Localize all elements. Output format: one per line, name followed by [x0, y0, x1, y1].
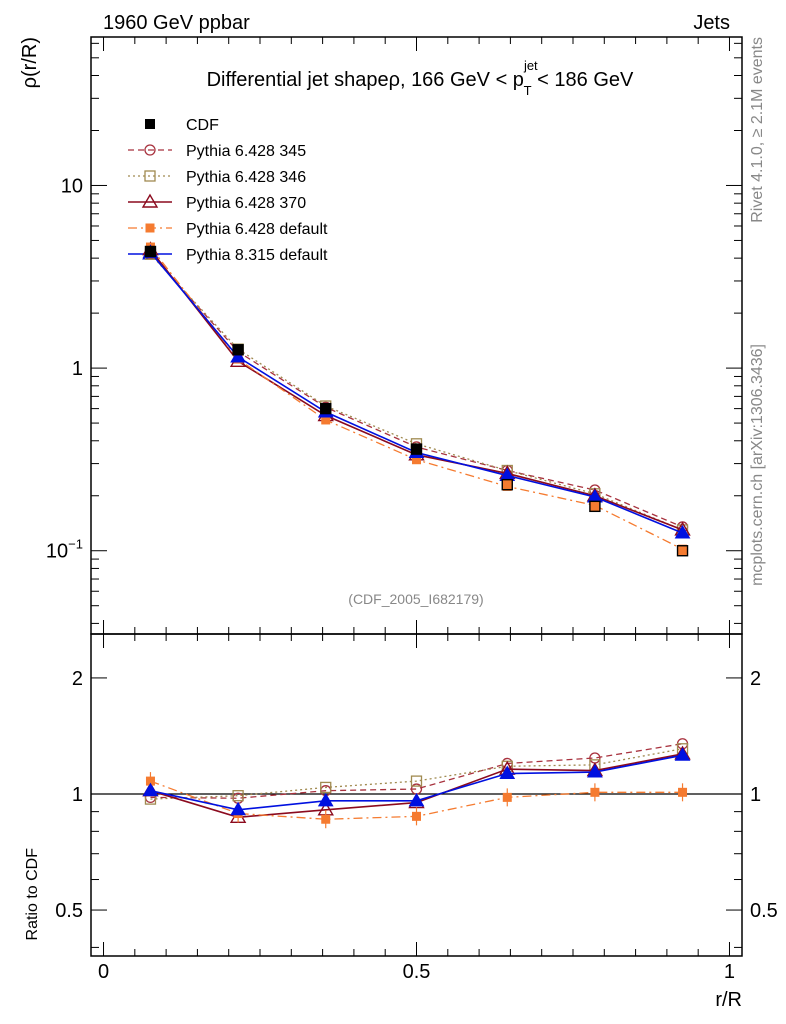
legend-entry-cdf: CDF [145, 117, 219, 134]
x-axis-title: r/R [715, 989, 742, 1011]
legend-marker-pdefault [145, 223, 155, 233]
x-tick-label: 1 [724, 961, 735, 983]
main-series-p346 [144, 248, 689, 536]
main-point-cdf [589, 500, 601, 513]
main-point-cdf [676, 545, 689, 557]
x-tick-label: 0 [98, 961, 109, 983]
ratio-point-p8 [408, 792, 425, 807]
main-y-tick-label: 1 [72, 358, 83, 380]
legend-entry-p370: Pythia 6.428 370 [128, 193, 306, 212]
ratio-y-axis-title: Ratio to CDF [24, 848, 41, 941]
legend-entry-p345: Pythia 6.428 345 [128, 143, 306, 160]
legend-label: Pythia 6.428 default [186, 221, 328, 238]
ratio-point-p346 [232, 790, 244, 802]
ratio-point-p8 [230, 801, 246, 816]
main-line-p370 [149, 249, 683, 531]
ratio-point-pdefault [321, 814, 331, 824]
header-left-label: 1960 GeV ppbar [103, 12, 250, 34]
legend-marker-p345 [144, 144, 156, 156]
main-y-axis-title: ρ(r/R) [19, 37, 41, 88]
legend-entry-pdefault: Pythia 6.428 default [128, 221, 328, 238]
main-point-cdf [410, 443, 423, 455]
chart-title: Differential jet shapeρ, 166 GeV < pjet T… [207, 58, 634, 98]
main-line-p8 [149, 251, 683, 534]
main-point-cdf [144, 245, 157, 258]
ratio-y-tick-label-right: 2 [750, 668, 761, 690]
x-tick-label: 0.5 [403, 961, 431, 983]
legend-label: Pythia 6.428 370 [186, 195, 306, 212]
main-point-cdf [232, 344, 244, 356]
main-series-pdefault [145, 242, 688, 554]
main-line-p345 [149, 252, 683, 528]
ratio-y-tick-label-right: 1 [750, 784, 761, 806]
ratio-plot-panel: 2 2 1 1 0.5 0.5 0 0.5 1 [55, 633, 778, 983]
main-line-pdefault [149, 246, 683, 550]
ratio-point-p8 [142, 782, 159, 797]
ratio-series-p8 [142, 747, 691, 816]
ratio-point-p346 [410, 775, 423, 787]
main-series-p8 [142, 244, 691, 539]
legend-marker-p346 [144, 170, 156, 182]
legend-label: Pythia 6.428 345 [186, 143, 306, 160]
legend-marker-cdf [145, 119, 155, 129]
ratio-point-pdefault [502, 792, 512, 802]
legend-entry-p346: Pythia 6.428 346 [128, 169, 306, 186]
ratio-point-pdefault [590, 787, 600, 797]
main-series-p345 [144, 247, 689, 533]
ratio-point-p8 [317, 792, 334, 807]
analysis-watermark: (CDF_2005_I682179) [348, 591, 483, 607]
legend-label: Pythia 8.315 default [186, 247, 328, 264]
rivet-version-label: Rivet 4.1.0, ≥ 2.1M events [749, 37, 766, 223]
legend-label: CDF [186, 117, 219, 134]
main-point-p8 [674, 525, 691, 539]
legend-label: Pythia 6.428 346 [186, 169, 306, 186]
ratio-y-tick-label-left: 0.5 [55, 900, 83, 922]
header-right-label: Jets [693, 12, 730, 34]
ratio-y-tick-label-right: 0.5 [750, 900, 778, 922]
main-y-tick-label: 10 [61, 175, 83, 197]
ratio-line-p346 [150, 748, 683, 800]
main-y-tick-label: 10−1 [46, 537, 83, 563]
main-point-cdf [501, 478, 513, 491]
ratio-series-pdefault [145, 772, 688, 829]
main-line-p346 [149, 253, 683, 531]
main-point-p8 [230, 349, 246, 363]
ratio-y-tick-label-left: 1 [72, 784, 83, 806]
main-series-cdf [144, 245, 689, 557]
ratio-point-p8 [499, 765, 516, 780]
ratio-point-pdefault [412, 811, 421, 821]
ratio-point-p346 [320, 781, 332, 794]
main-series-p370 [142, 241, 691, 536]
legend-marker-p370 [141, 193, 159, 208]
ratio-point-p8 [674, 747, 691, 761]
ratio-point-p8 [587, 764, 603, 778]
ratio-y-tick-label-left: 2 [72, 668, 83, 690]
ratio-point-pdefault [678, 787, 688, 797]
main-point-cdf [320, 402, 332, 415]
legend: CDF Pythia 6.428 345 Pythia 6.428 346 Pythi… [128, 117, 328, 264]
mcplots-label: mcplots.cern.ch [arXiv:1306.3436] [749, 344, 766, 586]
